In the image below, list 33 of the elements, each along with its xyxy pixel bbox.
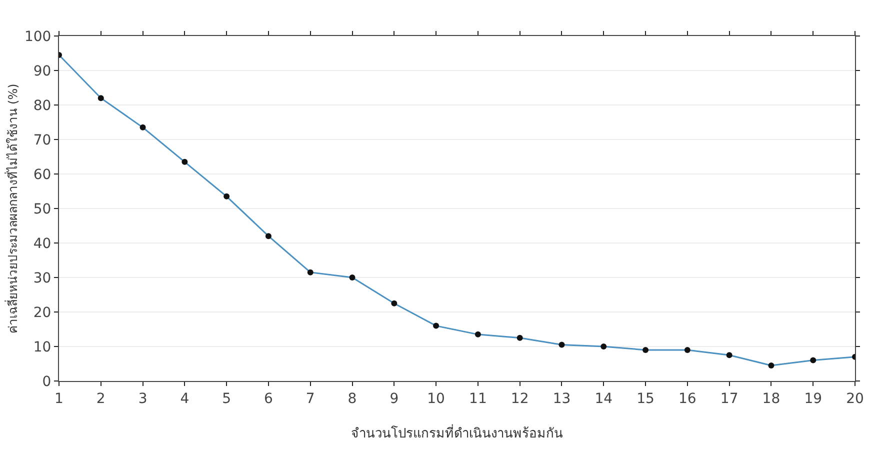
x-tick-label: 1 bbox=[54, 390, 64, 407]
x-tick-label: 4 bbox=[180, 390, 190, 407]
x-tick-label: 12 bbox=[510, 390, 529, 407]
y-tick-label: 0 bbox=[42, 374, 52, 390]
y-tick-label: 60 bbox=[33, 166, 52, 183]
x-tick-label: 10 bbox=[427, 390, 445, 407]
y-tick-label: 40 bbox=[33, 236, 52, 252]
x-tick-label: 13 bbox=[552, 390, 571, 407]
y-tick-label: 70 bbox=[33, 132, 52, 148]
y-tick-label: 80 bbox=[33, 98, 52, 114]
y-tick-label: 20 bbox=[33, 304, 52, 321]
x-tick-label: 8 bbox=[348, 390, 357, 407]
x-tick-label: 15 bbox=[636, 390, 654, 407]
y-tick-label: 100 bbox=[24, 28, 52, 45]
x-tick-label: 9 bbox=[390, 390, 399, 407]
x-tick-label: 7 bbox=[306, 390, 315, 407]
x-tick-label: 20 bbox=[846, 390, 864, 407]
x-tick-label: 17 bbox=[720, 390, 738, 407]
x-tick-label: 18 bbox=[762, 390, 780, 407]
x-axis-title: จำนวนโปรแกรมที่ดำเนินงานพร้อมกัน bbox=[351, 424, 563, 442]
y-tick-label: 30 bbox=[33, 270, 52, 286]
x-tick-label: 6 bbox=[264, 390, 274, 407]
y-tick-label: 50 bbox=[33, 201, 52, 218]
y-axis-title: ค่าเฉลี่ยหน่วยประมวลผลกลางที่ไม่ได้ใช้งาน (%) bbox=[4, 84, 20, 334]
y-tick-label: 90 bbox=[33, 63, 52, 80]
x-tick-label: 11 bbox=[469, 390, 487, 407]
x-tick-label: 14 bbox=[594, 390, 613, 407]
x-tick-label: 16 bbox=[678, 390, 696, 407]
x-tick-label: 2 bbox=[96, 390, 106, 407]
y-tick-label: 10 bbox=[33, 339, 52, 356]
x-tick-label: 5 bbox=[222, 390, 232, 407]
x-tick-label: 3 bbox=[138, 390, 148, 407]
x-tick-label: 19 bbox=[804, 390, 822, 407]
